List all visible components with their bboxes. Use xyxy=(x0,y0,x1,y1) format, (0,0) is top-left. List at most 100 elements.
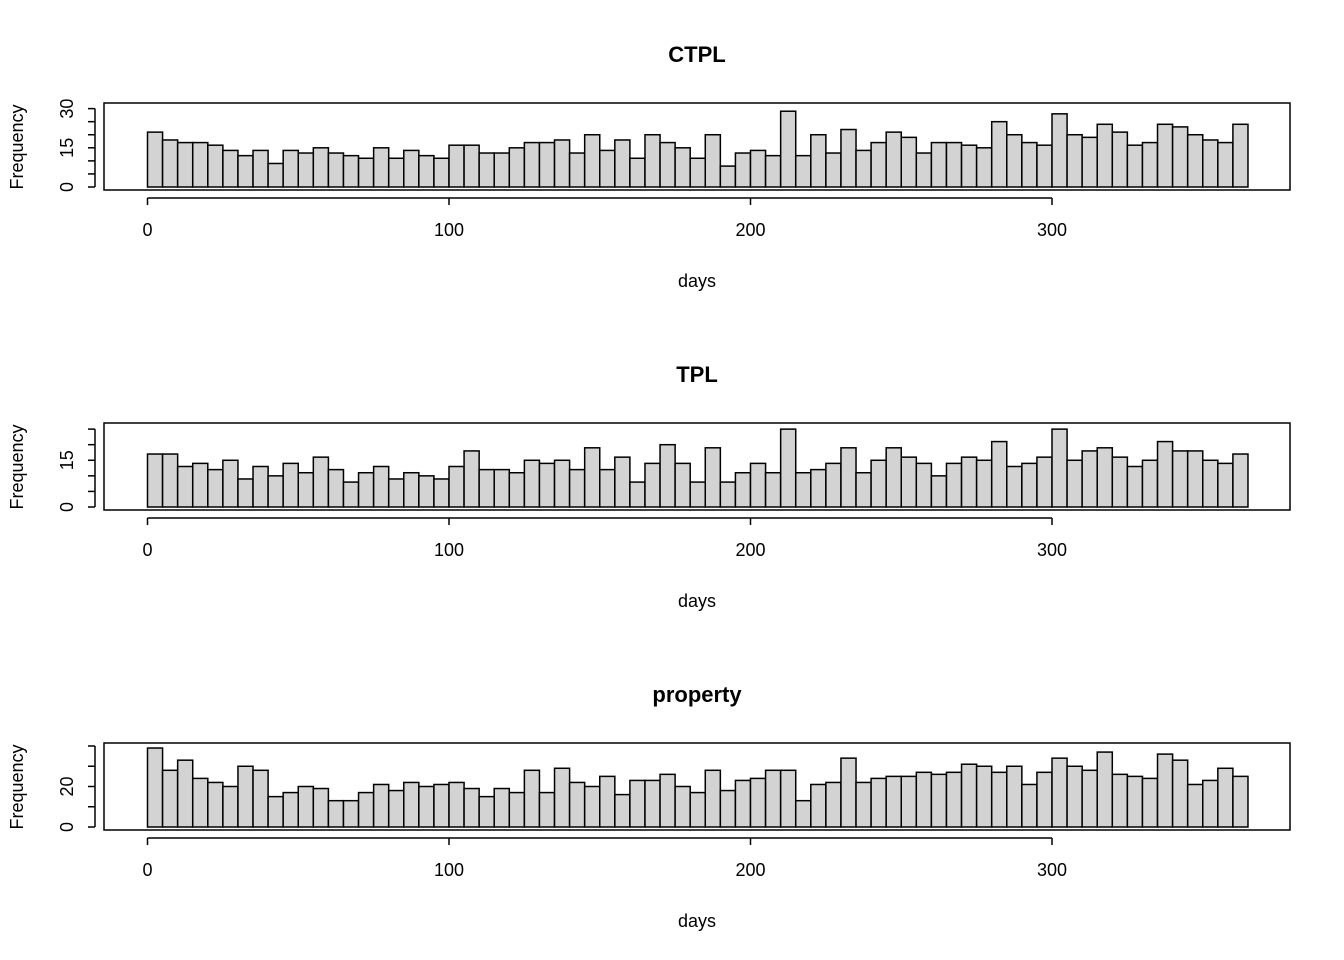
histogram-bar xyxy=(433,157,450,188)
histogram-bar xyxy=(764,154,782,188)
y-tick-label: 30 xyxy=(57,99,77,119)
histogram-bar xyxy=(448,144,465,188)
histogram-bar xyxy=(1126,465,1144,508)
histogram-bar xyxy=(975,765,993,828)
histogram-bar xyxy=(222,785,239,828)
histogram-bar xyxy=(267,795,284,828)
x-tick-label: 100 xyxy=(434,860,464,880)
histogram-bar xyxy=(418,154,435,188)
histogram-bar xyxy=(1202,459,1219,508)
histogram-bar xyxy=(659,141,676,188)
histogram-bar xyxy=(433,783,450,828)
x-tick-label: 100 xyxy=(434,220,464,240)
histogram-bar xyxy=(885,775,902,828)
histogram-bar xyxy=(689,157,707,188)
histogram-bar xyxy=(1051,428,1068,508)
histogram-bar xyxy=(1051,113,1068,188)
histogram-bar xyxy=(478,468,495,508)
histogram-bar xyxy=(433,478,450,508)
histogram-bar xyxy=(990,120,1008,188)
histogram-bar xyxy=(463,144,480,188)
x-tick-label: 200 xyxy=(735,860,765,880)
histogram-bar xyxy=(1021,141,1038,188)
histogram-bar xyxy=(282,462,299,508)
histogram-bar xyxy=(1171,126,1189,188)
histogram-bar xyxy=(945,771,963,828)
histogram-bar xyxy=(508,147,526,188)
histogram-bar xyxy=(342,154,360,188)
histogram-bar xyxy=(749,777,767,828)
histogram-bar xyxy=(840,128,857,188)
histogram-bar xyxy=(644,462,661,508)
histogram-bar xyxy=(1186,783,1204,828)
histogram-bar xyxy=(614,139,631,188)
histogram-bar xyxy=(975,459,993,508)
histogram-bar xyxy=(478,795,495,828)
y-tick-label: 15 xyxy=(57,450,77,470)
histogram-bar xyxy=(704,769,722,828)
y-axis-label: Frequency xyxy=(7,424,27,509)
histogram-bar xyxy=(372,783,390,828)
histogram-bar xyxy=(1232,453,1249,508)
histogram-bar xyxy=(267,162,284,188)
histogram-bar xyxy=(930,475,948,508)
histogram-bar xyxy=(915,462,933,508)
histogram-bar xyxy=(945,141,963,188)
histogram-bar xyxy=(553,459,571,508)
histogram-bar xyxy=(1021,783,1038,828)
histogram-bar xyxy=(553,139,571,188)
x-tick-label: 100 xyxy=(434,540,464,560)
histogram-bar xyxy=(568,152,586,188)
histogram-bar xyxy=(146,453,164,508)
histogram-bar xyxy=(538,791,556,828)
histogram-bar xyxy=(975,147,993,188)
x-tick-label: 300 xyxy=(1037,220,1067,240)
histogram-bar xyxy=(493,152,511,188)
histogram-bar xyxy=(1217,767,1234,828)
histogram-bar xyxy=(403,471,420,508)
x-tick-label: 0 xyxy=(142,540,152,560)
histogram-bar xyxy=(568,468,586,508)
x-tick-label: 300 xyxy=(1037,860,1067,880)
histogram-bar xyxy=(448,465,465,508)
y-tick-label: 15 xyxy=(57,138,77,158)
x-tick-label: 0 xyxy=(142,220,152,240)
histogram-bar xyxy=(1081,450,1098,508)
histogram-bar xyxy=(1036,144,1053,188)
histogram-bar xyxy=(689,481,707,508)
histogram-bar xyxy=(583,447,601,508)
histogram-bar xyxy=(1006,133,1023,188)
histogram-bar xyxy=(403,781,420,828)
histogram-bar xyxy=(1081,769,1098,828)
histogram-bar xyxy=(810,783,827,828)
histogram-bar xyxy=(629,157,646,188)
histogram-bar xyxy=(719,481,737,508)
histogram-bar xyxy=(1217,462,1234,508)
histogram-bar xyxy=(659,443,676,508)
histogram-bar xyxy=(930,141,948,188)
histogram-bar xyxy=(779,769,797,828)
histogram-bar xyxy=(222,149,239,188)
histogram-bar xyxy=(599,775,616,828)
histogram-bar xyxy=(463,450,480,508)
histogram-bar xyxy=(1081,136,1098,188)
x-tick-label: 0 xyxy=(142,860,152,880)
histogram-bar xyxy=(176,759,194,828)
histogram-bar xyxy=(191,462,209,508)
histogram-bar xyxy=(297,152,315,188)
histogram-bar xyxy=(312,456,330,508)
histogram-bar xyxy=(644,133,661,188)
histogram-bar xyxy=(146,747,164,828)
x-axis-label: days xyxy=(678,911,716,931)
histogram-bar xyxy=(1156,440,1174,508)
histogram-bar xyxy=(734,471,752,508)
histogram-bar xyxy=(1036,456,1053,508)
histogram-bar xyxy=(1006,465,1023,508)
plot-box xyxy=(103,102,1291,191)
histogram-bar xyxy=(719,789,737,828)
histogram-bar xyxy=(764,769,782,828)
histogram-bar xyxy=(372,147,390,188)
histogram-bar xyxy=(644,779,661,828)
